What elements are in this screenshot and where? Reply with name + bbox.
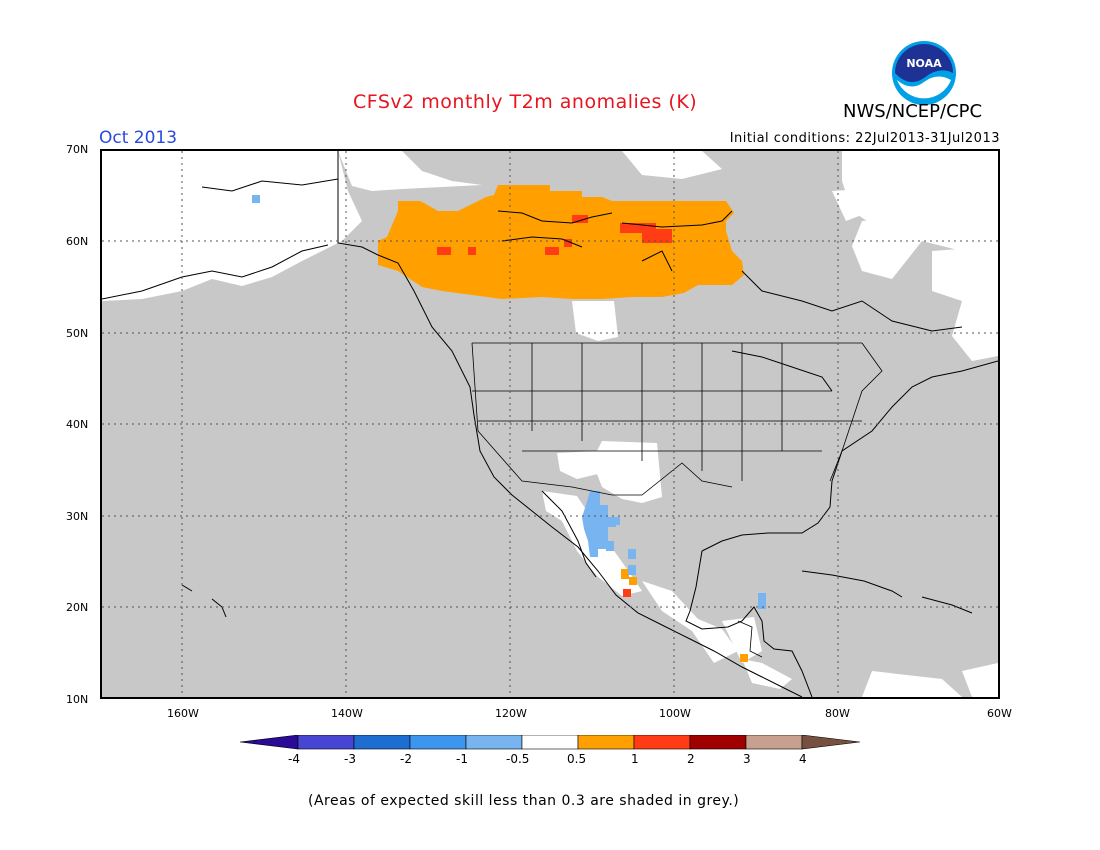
neutral-regions	[102, 151, 998, 697]
legend-tick-label: -3	[344, 752, 356, 766]
legend-swatch	[465, 735, 523, 750]
legend-tick-label: -2	[400, 752, 412, 766]
map-title: CFSv2 monthly T2m anomalies (K)	[353, 91, 698, 113]
warm-anomaly-spots	[621, 569, 748, 662]
legend-tick-label: 0.5	[567, 752, 587, 766]
noaa-logo: NOAA	[892, 41, 956, 105]
legend-tick-label: -0.5	[506, 752, 530, 766]
legend-swatch	[409, 735, 467, 750]
legend-swatch	[577, 735, 635, 750]
legend-arrow-left	[240, 735, 299, 750]
agency-label: NWS/NCEP/CPC	[843, 101, 983, 122]
map-gridlines	[102, 151, 998, 697]
legend-swatch	[633, 735, 691, 750]
color-legend-bar	[240, 735, 861, 750]
lat-label: 40N	[66, 418, 89, 431]
legend-tick-label: -4	[288, 752, 300, 766]
lat-label: 10N	[66, 693, 89, 706]
legend-tick-label: 3	[743, 752, 751, 766]
legend-swatch	[521, 735, 579, 750]
legend-swatch	[689, 735, 747, 750]
strong-warm-anomaly	[437, 215, 672, 597]
lon-label: 100W	[659, 707, 691, 720]
legend-tick-label: -1	[456, 752, 468, 766]
forecast-month: Oct 2013	[99, 128, 178, 148]
lat-label: 60N	[66, 235, 89, 248]
cool-anomaly-region	[252, 195, 766, 609]
lat-label: 50N	[66, 327, 89, 340]
lat-label: 30N	[66, 510, 89, 523]
legend-tick-label: 1	[631, 752, 639, 766]
anomaly-map	[100, 149, 1000, 699]
warm-anomaly-region	[378, 185, 744, 299]
coastlines	[102, 151, 998, 697]
initial-conditions: Initial conditions: 22Jul2013-31Jul2013	[729, 131, 1000, 146]
lat-label: 70N	[66, 143, 89, 156]
skill-note: (Areas of expected skill less than 0.3 a…	[308, 793, 740, 809]
legend-swatch	[353, 735, 411, 750]
lon-label: 120W	[495, 707, 527, 720]
legend-swatch	[745, 735, 803, 750]
legend-arrow-right	[801, 735, 861, 750]
legend-swatch	[297, 735, 355, 750]
legend-tick-label: 4	[799, 752, 807, 766]
political-borders	[471, 342, 883, 658]
lon-label: 80W	[825, 707, 850, 720]
map-canvas	[102, 151, 998, 697]
lon-label: 160W	[167, 707, 199, 720]
legend-tick-label: 2	[687, 752, 695, 766]
lon-label: 140W	[331, 707, 363, 720]
svg-text:NOAA: NOAA	[906, 57, 942, 70]
lat-label: 20N	[66, 601, 89, 614]
lon-label: 60W	[987, 707, 1012, 720]
